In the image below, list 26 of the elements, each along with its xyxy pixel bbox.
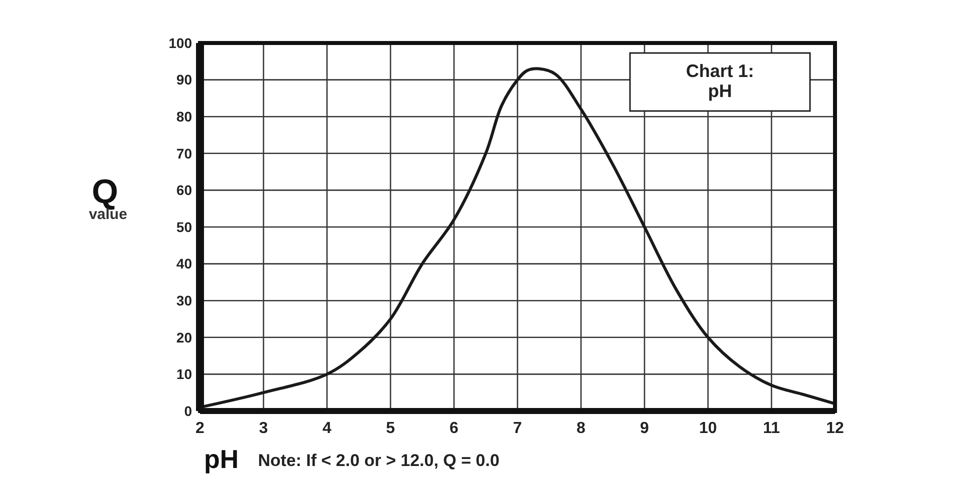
y-tick-label: 50 [176, 218, 192, 235]
y-tick-label: 0 [184, 402, 192, 419]
y-tick-label: 90 [176, 72, 192, 88]
x-axis-title: pH [204, 444, 239, 474]
y-tick-label: 70 [176, 145, 192, 162]
x-tick-label: 7 [513, 420, 522, 437]
y-tick-label: 10 [176, 366, 192, 382]
y-tick-label: 20 [176, 329, 192, 346]
text: Note: If < 2.0 or > 12.0, Q = 0.0 [258, 451, 500, 470]
x-tick-label: 12 [826, 420, 844, 437]
y-tick-label: 30 [176, 292, 192, 308]
y-axis-title: Q value [88, 173, 128, 223]
y-tick-label: 60 [176, 182, 192, 198]
x-tick-label: 10 [699, 420, 717, 437]
x-tick-label: 6 [450, 420, 459, 437]
y-tick-label: 80 [176, 108, 192, 124]
title-frame: Chart 1: pH [629, 52, 811, 112]
y-tick-label: 100 [168, 34, 192, 51]
x-tick-label: 4 [322, 420, 332, 437]
x-tick-label: 9 [640, 420, 650, 437]
x-tick-label: 2 [196, 420, 205, 437]
x-tick-label: 3 [259, 420, 268, 437]
x-tick-label: 11 [763, 420, 780, 437]
x-tick-label: 5 [386, 420, 396, 437]
y-tick-label: 40 [176, 256, 192, 272]
x-tick-label: 8 [576, 420, 586, 437]
